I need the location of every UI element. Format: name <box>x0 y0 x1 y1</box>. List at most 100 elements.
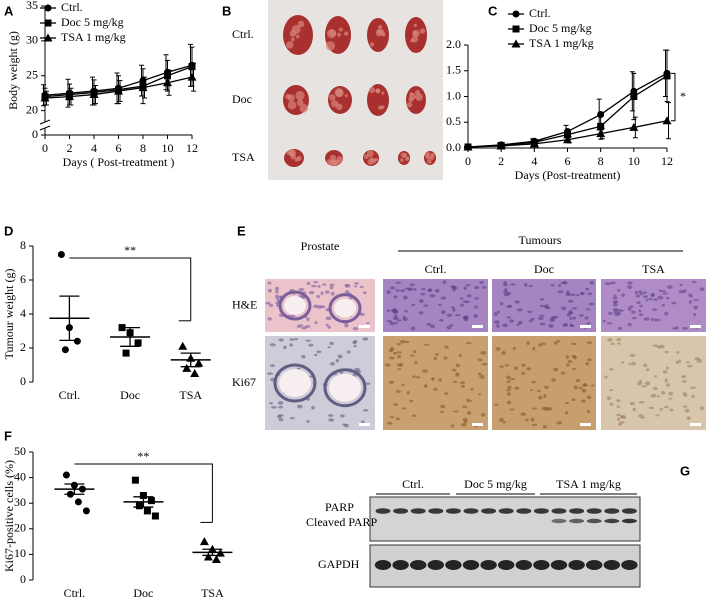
cell-nucleus <box>406 391 410 395</box>
cell-nucleus <box>636 301 641 305</box>
cell-nucleus <box>567 360 573 363</box>
cell-nucleus <box>423 304 429 307</box>
band <box>551 518 567 524</box>
cell-nucleus <box>404 340 410 344</box>
tumour-texture <box>405 156 410 161</box>
y-tick-label: 35 <box>26 0 38 12</box>
cell-nucleus <box>659 407 663 411</box>
marker <box>188 63 196 71</box>
group-label: TSA 1 mg/kg <box>556 477 621 491</box>
cell-nucleus <box>585 308 592 311</box>
cell-nucleus <box>694 357 700 361</box>
cell-nucleus <box>613 294 617 298</box>
cell-nucleus <box>632 316 637 320</box>
cell-nucleus <box>275 294 280 299</box>
y-axis-label: Tumour weight (g) <box>2 269 16 360</box>
cell-nucleus <box>506 305 513 308</box>
scale-bar <box>359 325 370 328</box>
micrograph <box>383 336 488 430</box>
cell-nucleus <box>607 311 613 315</box>
cell-nucleus <box>446 325 452 330</box>
marker <box>630 93 638 100</box>
cell-nucleus <box>506 316 511 319</box>
cell-nucleus <box>434 353 440 356</box>
cell-nucleus <box>345 290 350 294</box>
panel-label: F <box>4 428 12 443</box>
marker <box>178 341 188 350</box>
tumour-texture <box>329 154 337 162</box>
band <box>568 560 585 570</box>
cell-nucleus <box>604 282 611 286</box>
cell-nucleus <box>531 380 537 384</box>
cell-nucleus <box>477 358 483 362</box>
cell-nucleus <box>516 323 520 326</box>
x-tick-label: 12 <box>186 141 198 155</box>
cell-nucleus <box>565 355 569 359</box>
cell-nucleus <box>439 410 445 414</box>
cell-nucleus <box>477 372 482 376</box>
cell-nucleus <box>682 405 688 408</box>
tumour-texture <box>425 154 431 160</box>
cell-nucleus <box>643 317 650 321</box>
cell-nucleus <box>344 284 351 288</box>
cell-nucleus <box>556 340 561 343</box>
cell-nucleus <box>505 375 511 380</box>
marker <box>131 476 139 484</box>
band <box>445 560 462 570</box>
cell-nucleus <box>686 361 691 364</box>
significance-bracket <box>671 72 676 122</box>
cell-nucleus <box>587 292 593 295</box>
cell-nucleus <box>542 424 547 429</box>
row-label: PARP <box>325 500 354 514</box>
marker <box>151 512 159 520</box>
marker <box>629 122 639 131</box>
cell-nucleus <box>501 351 506 355</box>
band <box>604 508 620 514</box>
tumour-texture <box>429 155 435 160</box>
cell-nucleus <box>530 417 535 422</box>
band <box>621 518 637 524</box>
cell-nucleus <box>526 310 533 314</box>
cell-nucleus <box>578 387 583 390</box>
cell-nucleus <box>479 280 484 284</box>
cell-nucleus <box>468 399 473 402</box>
cell-nucleus <box>352 327 359 331</box>
band <box>586 508 602 514</box>
cell-nucleus <box>509 378 516 381</box>
cell-nucleus <box>650 317 655 321</box>
cell-nucleus <box>306 419 310 424</box>
error-bar <box>59 295 80 341</box>
cell-nucleus <box>613 309 619 314</box>
x-tick-label: 4 <box>531 154 537 168</box>
cell-nucleus <box>678 359 682 364</box>
x-tick-label: 12 <box>661 154 673 168</box>
cell-nucleus <box>652 386 658 391</box>
y-tick-label: 50 <box>14 444 26 458</box>
gland-lumen <box>329 373 361 402</box>
cell-nucleus <box>275 297 279 300</box>
marker <box>61 346 69 354</box>
cell-nucleus <box>571 342 577 346</box>
marker <box>211 555 221 564</box>
cell-nucleus <box>681 375 687 379</box>
tumour-texture <box>290 153 297 160</box>
cell-nucleus <box>454 314 461 317</box>
cell-nucleus <box>609 402 614 406</box>
cell-nucleus <box>275 290 279 294</box>
cell-nucleus <box>691 394 695 398</box>
cell-nucleus <box>558 283 562 288</box>
cell-nucleus <box>607 337 613 342</box>
cell-nucleus <box>538 343 543 347</box>
cell-nucleus <box>612 297 618 300</box>
cell-nucleus <box>669 408 674 412</box>
tumour-texture <box>329 29 337 37</box>
cell-nucleus <box>655 414 660 417</box>
cell-nucleus <box>682 380 687 383</box>
cell-nucleus <box>542 305 546 308</box>
cell-nucleus <box>521 371 526 375</box>
cell-nucleus <box>412 375 416 379</box>
cell-nucleus <box>267 372 274 375</box>
cell-nucleus <box>631 310 636 314</box>
cell-nucleus <box>296 367 301 370</box>
cell-nucleus <box>450 424 455 428</box>
